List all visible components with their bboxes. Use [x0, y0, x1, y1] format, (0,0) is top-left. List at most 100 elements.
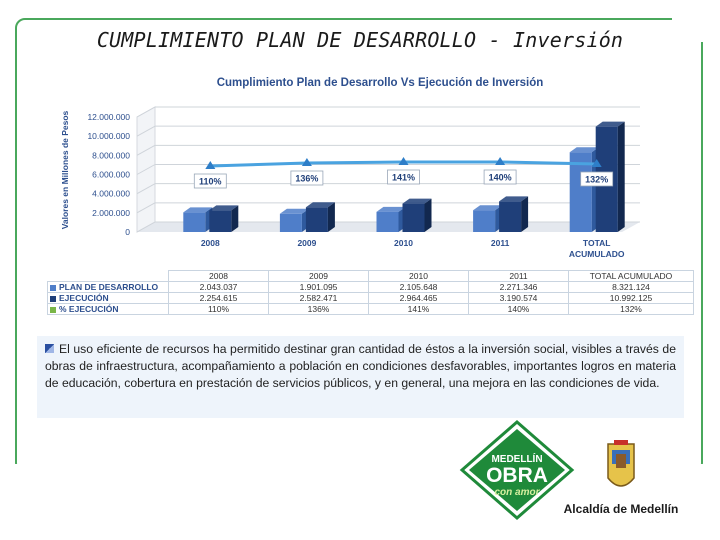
bar-ejecucion	[305, 207, 328, 232]
bar-plan-top	[473, 205, 503, 211]
y-tick-label: 0	[125, 227, 130, 237]
pct-marker	[591, 159, 602, 167]
pct-label-box	[290, 170, 324, 186]
legend-swatch-porcentaje	[50, 306, 56, 313]
chart-title: Cumplimiento Plan de Desarrollo Vs Ejecu…	[216, 77, 544, 89]
logo-line1: MEDELLÍN	[491, 452, 542, 465]
table-cell: 2.254.615	[168, 292, 269, 304]
pct-data-label: 141%	[392, 173, 415, 183]
y-tick-label: 4.000.000	[92, 189, 130, 199]
table-cell: 110%	[168, 303, 269, 315]
x-category-label: 2011	[491, 238, 510, 248]
table-header: 2010	[368, 270, 469, 282]
logo-line2: OBRA	[486, 464, 548, 487]
gridline	[136, 106, 156, 118]
bar-plan-top	[376, 206, 406, 212]
table-header: TOTAL ACUMULADO	[568, 270, 694, 282]
pct-marker	[398, 157, 409, 165]
row-label-porcentaje: % EJECUCIÓN	[47, 303, 169, 315]
bar-plan-top	[569, 147, 599, 153]
x-category-label: 2009	[297, 238, 316, 248]
data-table: 2008 2009 2010 2011 TOTAL ACUMULADO PLAN…	[47, 270, 694, 315]
table-cell: 2.105.648	[368, 281, 469, 293]
description-text: El uso eficiente de recursos ha permitid…	[45, 342, 676, 390]
bar-ejecucion-top	[402, 198, 432, 204]
table-header: 2011	[468, 270, 569, 282]
pct-data-label: 140%	[489, 173, 512, 183]
bar-ejecucion-top	[209, 205, 239, 211]
table-cell: 8.321.124	[568, 281, 694, 293]
table-cell: 2.271.346	[468, 281, 569, 293]
pct-marker	[205, 161, 216, 169]
x-category-label: TOTAL	[583, 238, 611, 248]
table-cell: 1.901.095	[268, 281, 369, 293]
bullet-icon	[45, 344, 54, 353]
gridline	[136, 164, 156, 175]
bar-ejecucion-top	[499, 196, 529, 202]
row-label-ejecucion: EJECUCIÓN	[47, 292, 169, 304]
table-header-row: 2008 2009 2010 2011 TOTAL ACUMULADO	[48, 270, 694, 282]
table-cell: 3.190.574	[468, 292, 569, 304]
gridline	[136, 144, 156, 156]
bar-ejecucion-side	[617, 121, 625, 232]
y-tick-label: 6.000.000	[92, 170, 130, 180]
table-cell: 10.992.125	[568, 292, 694, 304]
gridline	[136, 125, 156, 137]
pct-data-label: 132%	[585, 175, 608, 185]
y-tick-label: 2.000.000	[92, 208, 130, 218]
medellin-obra-logo: MEDELLÍN OBRA con amor	[458, 420, 576, 520]
pct-data-label: 110%	[199, 177, 222, 187]
slide-title: CUMPLIMIENTO PLAN DE DESARROLLO - Invers…	[96, 28, 624, 52]
bar-ejecucion-side	[424, 198, 432, 232]
pct-label-box	[193, 173, 227, 189]
table-cell: 140%	[468, 303, 569, 315]
bar-ejecucion-side	[231, 205, 239, 232]
gridline	[136, 183, 156, 195]
table-header: 2009	[268, 270, 369, 282]
bar-plan	[473, 210, 496, 232]
pct-label-box	[387, 169, 420, 185]
gridline	[136, 202, 156, 214]
bar-ejecucion	[209, 210, 232, 232]
pct-marker	[301, 158, 312, 166]
pct-data-label: 136%	[295, 174, 318, 184]
table-cell: 2.964.465	[368, 292, 469, 304]
bar-plan-top	[183, 207, 213, 213]
table-cell: 132%	[568, 303, 694, 315]
logo-line3: con amor	[494, 487, 540, 498]
description-text-box: El uso eficiente de recursos ha permitid…	[37, 336, 684, 418]
bar-ejecucion	[499, 201, 522, 232]
y-tick-label: 10.000.000	[87, 131, 130, 141]
bar-ejecucion	[402, 203, 425, 232]
pct-label-box	[483, 169, 517, 185]
x-category-label: 2008	[201, 238, 220, 248]
coat-of-arms-icon	[607, 440, 635, 487]
bar-plan	[183, 212, 206, 232]
bar-ejecucion-side	[521, 196, 529, 232]
bar-plan-top	[279, 208, 309, 214]
bar-plan	[376, 211, 399, 232]
table-row: % EJECUCIÓN 110% 136% 141% 140% 132%	[47, 303, 694, 315]
pct-marker	[495, 157, 506, 165]
y-tick-label: 8.000.000	[92, 150, 130, 160]
table-cell: 136%	[268, 303, 369, 315]
legend-swatch-plan	[50, 284, 56, 291]
bar-ejecucion-top	[595, 121, 625, 127]
x-category-label: ACUMULADO	[569, 249, 625, 259]
table-cell: 141%	[368, 303, 469, 315]
x-category-label: 2010	[394, 238, 413, 248]
alcaldia-logo: Alcaldía de Medellín	[556, 440, 686, 520]
legend-swatch-ejecucion	[50, 295, 56, 302]
bar-ejecucion-side	[327, 202, 335, 232]
row-label-plan: PLAN DE DESARROLLO	[47, 281, 169, 293]
table-cell: 2.043.037	[168, 281, 269, 293]
alcaldia-text: Alcaldía de Medellín	[563, 502, 679, 516]
pct-label-box	[580, 171, 614, 187]
bar-ejecucion-top	[305, 202, 335, 208]
table-row: PLAN DE DESARROLLO 2.043.037 1.901.095 2…	[47, 281, 694, 293]
table-cell: 2.582.471	[268, 292, 369, 304]
bar-plan	[279, 213, 302, 232]
gridline	[136, 221, 156, 233]
y-tick-label: 12.000.000	[87, 112, 130, 122]
table-row: EJECUCIÓN 2.254.615 2.582.471 2.964.465 …	[47, 292, 694, 304]
